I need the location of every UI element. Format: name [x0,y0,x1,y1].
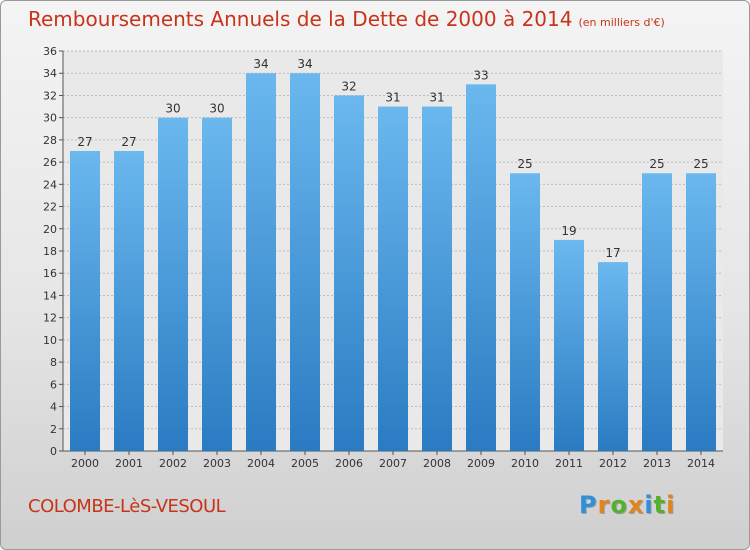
x-tick-label: 2002 [159,457,187,470]
x-tick-label: 2003 [203,457,231,470]
x-tick-label: 2013 [643,457,671,470]
y-tick-label: 34 [43,67,57,80]
bar [554,239,584,451]
bar [334,95,364,451]
x-tick-label: 2014 [687,457,715,470]
x-tick-label: 2004 [247,457,275,470]
bar-value-label: 27 [121,135,136,149]
x-tick-label: 2001 [115,457,143,470]
bar [70,151,100,451]
y-tick-label: 4 [50,401,57,414]
proxiti-logo: Proxiti [579,491,675,519]
x-tick-label: 2005 [291,457,319,470]
bar-value-label: 19 [561,224,576,238]
logo-letter: i [666,491,676,519]
y-tick-label: 6 [50,378,57,391]
logo-letter: i [644,491,654,519]
logo-letter: o [610,491,628,519]
bar [158,117,188,452]
bar-value-label: 30 [209,102,224,116]
logo-letter: P [579,491,598,519]
bar [114,151,144,451]
y-tick-label: 30 [43,112,57,125]
x-tick-label: 2010 [511,457,539,470]
y-tick-label: 18 [43,245,57,258]
chart-title: Remboursements Annuels de la Dette de 20… [28,7,665,31]
x-tick-label: 2007 [379,457,407,470]
unit-text: (en milliers d'€) [578,16,665,29]
y-tick-label: 2 [50,423,57,436]
bar [378,106,408,452]
bar [290,73,320,451]
bar-value-label: 27 [77,135,92,149]
y-tick-label: 8 [50,356,57,369]
bar [466,84,496,451]
x-tick-label: 2006 [335,457,363,470]
bar-value-label: 33 [473,68,488,82]
bar-value-label: 30 [165,102,180,116]
y-tick-label: 14 [43,289,57,302]
logo-letter: t [653,491,667,519]
x-tick-label: 2012 [599,457,627,470]
bar [422,106,452,452]
bar [686,173,716,451]
bar-value-label: 32 [341,79,356,93]
bar [246,73,276,451]
y-tick-label: 36 [43,45,57,58]
y-tick-label: 16 [43,267,57,280]
y-tick-label: 22 [43,201,57,214]
bar-value-label: 25 [517,157,532,171]
y-tick-label: 26 [43,156,57,169]
bar-value-label: 31 [385,91,400,105]
bar [642,173,672,451]
y-tick-label: 24 [43,178,57,191]
title-text: Remboursements Annuels de la Dette de 20… [28,7,573,31]
bar-value-label: 17 [605,246,620,260]
bar [202,117,232,452]
x-tick-label: 2000 [71,457,99,470]
logo-letter: x [627,491,645,519]
bar [510,173,540,451]
bar-value-label: 25 [649,157,664,171]
y-tick-label: 0 [50,445,57,458]
y-tick-label: 10 [43,334,57,347]
bar [598,262,628,451]
x-tick-label: 2011 [555,457,583,470]
y-tick-label: 32 [43,89,57,102]
place-name: COLOMBE-LèS-VESOUL [28,496,226,517]
y-tick-label: 20 [43,223,57,236]
y-tick-label: 28 [43,134,57,147]
y-tick-label: 12 [43,312,57,325]
bar-value-label: 34 [297,57,312,71]
bar-value-label: 25 [693,157,708,171]
bar-value-label: 34 [253,57,268,71]
x-tick-label: 2009 [467,457,495,470]
x-tick-label: 2008 [423,457,451,470]
bar-value-label: 31 [429,91,444,105]
logo-letter: r [597,491,611,519]
